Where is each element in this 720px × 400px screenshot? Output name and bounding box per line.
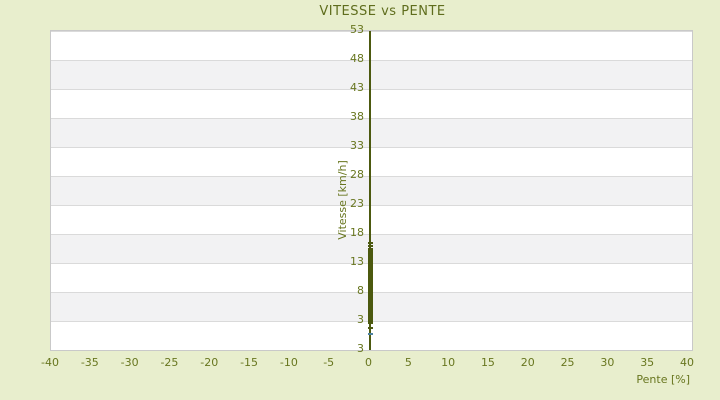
data-point-vitesse-vs-pente <box>367 260 373 263</box>
x-tick-label: -40 <box>41 356 59 369</box>
data-point-vitesse-vs-pente <box>367 302 373 305</box>
x-axis-title: Pente [%] <box>636 373 690 386</box>
x-tick-label: -30 <box>120 356 139 369</box>
data-point-vitesse-vs-pente <box>367 255 373 258</box>
y-tick-label: 13 <box>350 255 364 268</box>
x-tick-label: 40 <box>680 356 694 369</box>
y-axis-title: Vitesse [km/h] <box>336 160 349 240</box>
y-tick-label: 3 <box>357 313 364 326</box>
plot-band <box>51 31 692 60</box>
data-point-vitesse-vs-pente <box>367 291 373 294</box>
data-point-vitesse-vs-pente <box>367 270 373 273</box>
data-point-outlier-point <box>367 333 373 336</box>
data-point-vitesse-vs-pente <box>367 314 373 317</box>
data-point-vitesse-vs-pente <box>367 257 373 260</box>
data-point-vitesse-vs-pente <box>367 320 373 323</box>
plot-band <box>51 147 692 176</box>
plot-band <box>51 321 692 350</box>
y-axis-line <box>369 31 371 350</box>
data-point-vitesse-vs-pente <box>367 284 373 287</box>
chart-title: VITESSE vs PENTE <box>319 4 446 19</box>
data-point-vitesse-vs-pente <box>367 262 373 265</box>
data-point-vitesse-vs-pente <box>367 313 373 316</box>
data-point-vitesse-vs-pente <box>367 278 373 281</box>
data-point-vitesse-vs-pente <box>367 275 373 278</box>
x-tick-label: 15 <box>480 356 495 369</box>
data-point-vitesse-vs-pente <box>367 297 373 300</box>
data-point-vitesse-vs-pente <box>367 263 373 266</box>
plot-band <box>51 89 692 118</box>
data-point-vitesse-vs-pente <box>367 248 373 251</box>
data-point-vitesse-vs-pente <box>367 317 373 320</box>
data-point-vitesse-vs-pente <box>367 256 373 259</box>
y-tick-label: 53 <box>350 23 364 36</box>
data-point-vitesse-vs-pente <box>367 308 373 311</box>
y-tick-label: 3 <box>357 342 364 355</box>
y-tick-label: 23 <box>350 197 364 210</box>
data-point-vitesse-vs-pente <box>367 289 373 292</box>
data-point-vitesse-vs-pente <box>367 292 373 295</box>
plot-band <box>51 60 692 89</box>
y-tick-label: 18 <box>350 226 364 239</box>
data-point-vitesse-vs-pente <box>367 242 373 245</box>
y-tick-label: 48 <box>350 52 364 65</box>
data-point-vitesse-vs-pente <box>367 249 373 252</box>
data-point-vitesse-vs-pente <box>367 253 373 256</box>
data-point-vitesse-vs-pente <box>367 282 373 285</box>
data-point-vitesse-vs-pente <box>367 266 373 269</box>
data-point-vitesse-vs-pente <box>367 276 373 279</box>
y-tick-label: 38 <box>350 110 364 123</box>
data-point-vitesse-vs-pente <box>367 326 373 329</box>
data-point-vitesse-vs-pente <box>367 305 373 308</box>
x-tick-label: 25 <box>560 356 575 369</box>
data-point-vitesse-vs-pente <box>367 265 373 268</box>
x-tick-label: 5 <box>404 356 412 369</box>
data-point-vitesse-vs-pente <box>367 315 373 318</box>
data-point-vitesse-vs-pente <box>367 245 373 248</box>
data-point-vitesse-vs-pente <box>367 272 373 275</box>
x-tick-label: -35 <box>80 356 99 369</box>
data-point-vitesse-vs-pente <box>367 285 373 288</box>
data-point-vitesse-vs-pente <box>367 304 373 307</box>
data-point-vitesse-vs-pente <box>367 298 373 301</box>
y-tick-label: 33 <box>350 139 364 152</box>
y-tick-label: 28 <box>350 168 364 181</box>
data-point-vitesse-vs-pente <box>367 281 373 284</box>
data-point-vitesse-vs-pente <box>367 279 373 282</box>
plot-band <box>51 118 692 147</box>
data-point-vitesse-vs-pente <box>367 295 373 298</box>
data-point-vitesse-vs-pente <box>367 307 373 310</box>
plot-band <box>51 205 692 234</box>
x-tick-label: 30 <box>600 356 615 369</box>
x-tick-label: 0 <box>365 356 372 369</box>
data-point-vitesse-vs-pente <box>367 259 373 262</box>
data-point-vitesse-vs-pente <box>367 318 373 321</box>
y-tick-label: 43 <box>350 81 364 94</box>
x-tick-label: -20 <box>200 356 219 369</box>
data-point-vitesse-vs-pente <box>367 268 373 271</box>
data-point-vitesse-vs-pente <box>367 321 373 324</box>
data-point-vitesse-vs-pente <box>367 269 373 272</box>
data-point-vitesse-vs-pente <box>367 252 373 255</box>
plot-area <box>50 30 693 351</box>
data-point-vitesse-vs-pente <box>367 299 373 302</box>
x-tick-label: 20 <box>520 356 535 369</box>
y-tick-label: 8 <box>357 284 364 297</box>
data-point-vitesse-vs-pente <box>367 301 373 304</box>
x-tick-label: 35 <box>640 356 655 369</box>
x-tick-label: -5 <box>323 356 335 369</box>
x-tick-label: -25 <box>160 356 179 369</box>
data-point-vitesse-vs-pente <box>367 288 373 291</box>
plot-band <box>51 176 692 205</box>
data-point-vitesse-vs-pente <box>367 310 373 313</box>
data-point-vitesse-vs-pente <box>367 273 373 276</box>
data-point-vitesse-vs-pente <box>367 286 373 289</box>
x-tick-label: 10 <box>441 356 456 369</box>
data-point-vitesse-vs-pente <box>367 294 373 297</box>
x-tick-label: -10 <box>279 356 298 369</box>
data-point-vitesse-vs-pente <box>367 311 373 314</box>
x-tick-label: -15 <box>240 356 259 369</box>
